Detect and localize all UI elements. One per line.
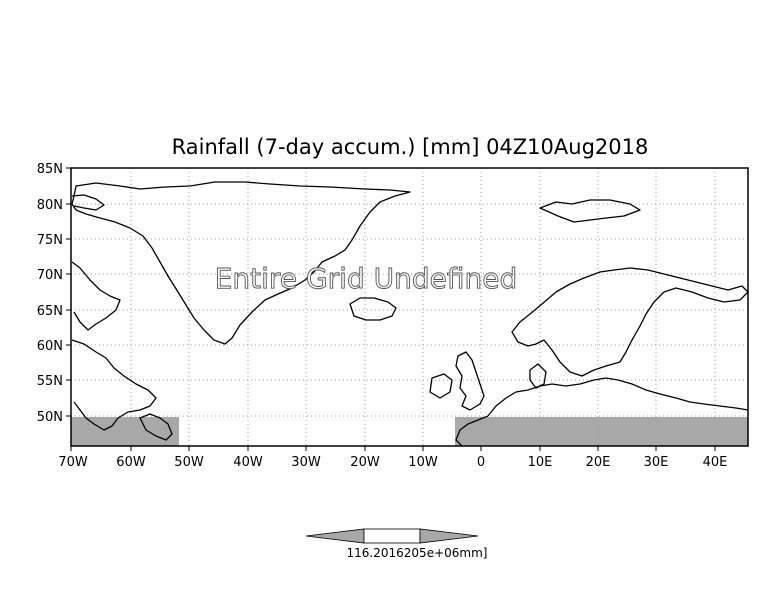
coastline-norway: [511, 267, 749, 377]
coastline-ireland: [429, 373, 453, 399]
lon-label-20w: 20W: [350, 455, 380, 470]
colorbar: 116.2016205e+06mm]: [305, 528, 488, 560]
coastline-greenland: [71, 181, 411, 345]
coastline-great-britain: [455, 351, 485, 411]
coastline-labrador: [71, 339, 157, 431]
lat-label-50n: 50N: [37, 410, 63, 425]
coastlines: [71, 181, 749, 447]
lat-label-60n: 60N: [37, 339, 63, 354]
lon-label-0: 0: [477, 455, 485, 470]
colorbar-right-arrow: [419, 528, 479, 544]
lat-label-85n: 85N: [37, 162, 63, 177]
map-plot: Entire Grid Undefined: [70, 167, 749, 447]
lon-label-10e: 10E: [528, 455, 553, 470]
lat-axis: 85N 80N 75N 70N 65N 60N 55N 50N: [37, 162, 71, 425]
coastline-iceland: [349, 297, 397, 321]
gridlines: [71, 168, 748, 446]
coastline-baffin: [71, 261, 121, 331]
lat-label-70n: 70N: [37, 268, 63, 283]
lon-label-20e: 20E: [586, 455, 611, 470]
grid-undefined-message: Entire Grid Undefined: [215, 262, 518, 295]
coastline-denmark: [529, 363, 547, 389]
lon-label-30e: 30E: [644, 455, 669, 470]
plot-background: [71, 168, 748, 446]
lon-label-70w: 70W: [58, 455, 88, 470]
lat-label-80n: 80N: [37, 198, 63, 213]
coastline-svalbard: [539, 199, 641, 223]
map-title: Rainfall (7-day accum.) [mm] 04Z10Aug201…: [172, 135, 649, 159]
coastline-newfoundland: [139, 413, 173, 441]
coastline-france-iberia: [455, 415, 489, 447]
lat-label-75n: 75N: [37, 233, 63, 248]
colorbar-label: 116.2016205e+06mm]: [347, 546, 488, 560]
lon-label-50w: 50W: [174, 455, 204, 470]
lat-label-65n: 65N: [37, 304, 63, 319]
plot-frame: [70, 167, 749, 447]
lon-label-10w: 10W: [408, 455, 438, 470]
undefined-region-east: [455, 417, 748, 446]
coastline-continental-europe: [487, 377, 749, 417]
lon-label-40w: 40W: [233, 455, 263, 470]
lon-label-60w: 60W: [116, 455, 146, 470]
coastline-canadian-arctic: [71, 194, 105, 211]
lat-label-55n: 55N: [37, 374, 63, 389]
colorbar-left-arrow: [305, 528, 365, 544]
lon-label-40e: 40E: [703, 455, 728, 470]
lon-label-30w: 30W: [291, 455, 321, 470]
lon-axis: 70W 60W 50W 40W 30W 20W 10W 0 10E 20E 30…: [58, 446, 727, 470]
colorbar-center: [363, 528, 421, 544]
undefined-region-west: [71, 417, 179, 446]
